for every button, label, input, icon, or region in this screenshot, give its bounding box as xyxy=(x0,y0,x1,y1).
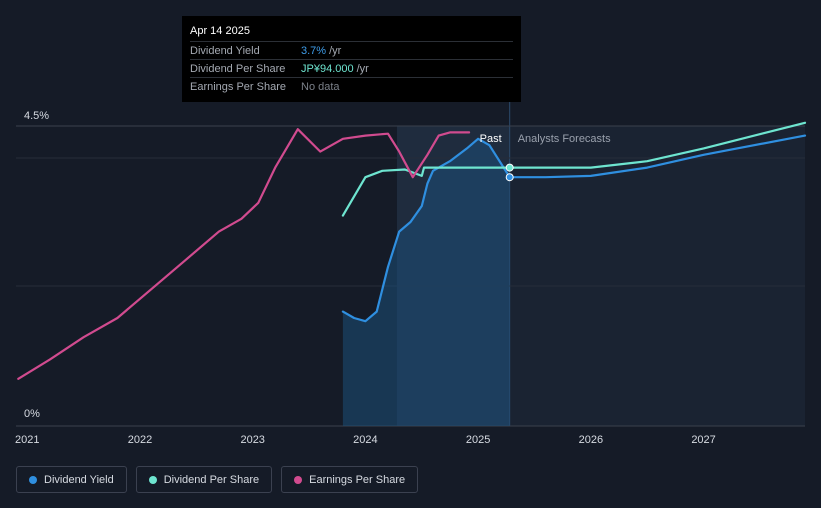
tooltip-value: 3.7% xyxy=(301,44,327,57)
dividend-yield-line xyxy=(341,134,807,323)
tooltip-date: Apr 14 2025 xyxy=(190,25,250,37)
chart-tooltip: Apr 14 2025 Dividend Yield 3.7% /yr Divi… xyxy=(182,16,521,102)
dividend-per-share-marker xyxy=(505,163,514,172)
legend-label: Earnings Per Share xyxy=(309,473,406,486)
tooltip-label: Earnings Per Share xyxy=(190,80,286,93)
x-tick-label: 2025 xyxy=(466,434,490,446)
x-tick-label: 2021 xyxy=(15,434,39,446)
legend-item-dividend-per-share[interactable]: Dividend Per Share xyxy=(135,466,273,493)
chart-area-layer xyxy=(342,138,510,427)
x-tick-label: 2027 xyxy=(691,434,715,446)
forecast-region-label: Analysts Forecasts xyxy=(518,133,611,145)
dividend-per-share-line xyxy=(341,121,807,217)
x-tick-label: 2023 xyxy=(240,434,264,446)
earnings-per-share-line xyxy=(17,128,471,380)
legend-item-dividend-yield[interactable]: Dividend Yield xyxy=(16,466,127,493)
tooltip-label: Dividend Per Share xyxy=(190,62,286,75)
chart-labels-layer: 4.5% 0% 2021 2022 2023 2024 2025 2026 2027 Past An… xyxy=(15,110,716,446)
chart-lines-layer xyxy=(17,121,807,380)
forecast-region xyxy=(509,126,805,426)
legend-label: Dividend Per Share xyxy=(163,473,260,486)
chart-legend: Dividend Yield Dividend Per Share Earnin… xyxy=(16,466,419,493)
x-tick-label: 2022 xyxy=(128,434,152,446)
legend-item-earnings-per-share[interactable]: Earnings Per Share xyxy=(281,466,419,493)
dividend-per-share-dot-icon xyxy=(148,475,157,484)
tooltip-row-earnings-per-share: Earnings Per Share No data xyxy=(190,77,513,95)
tooltip-value: JP¥94.000 xyxy=(301,62,354,75)
tooltip-label: Dividend Yield xyxy=(190,44,260,57)
past-region-label: Past xyxy=(480,133,502,145)
tooltip-unit: /yr xyxy=(356,62,369,75)
dividend-yield-marker xyxy=(505,173,514,182)
tooltip-row-dividend-per-share: Dividend Per Share JP¥94.000 /yr xyxy=(190,59,513,77)
legend-label: Dividend Yield xyxy=(44,473,114,486)
tooltip-value: No data xyxy=(301,80,340,93)
dividend-yield-dot-icon xyxy=(29,475,37,484)
x-tick-label: 2026 xyxy=(579,434,603,446)
earnings-per-share-dot-icon xyxy=(294,475,303,484)
y-tick-label: 4.5% xyxy=(24,110,49,122)
chart-svg: 4.5% 0% 2021 2022 2023 2024 2025 2026 2027 Past An… xyxy=(15,16,807,446)
tooltip-unit: /yr xyxy=(329,44,342,57)
y-tick-label: 0% xyxy=(24,408,40,420)
x-tick-label: 2024 xyxy=(353,434,377,446)
dividend-yield-area xyxy=(342,138,510,427)
tooltip-row-dividend-yield: Dividend Yield 3.7% /yr xyxy=(190,41,513,59)
